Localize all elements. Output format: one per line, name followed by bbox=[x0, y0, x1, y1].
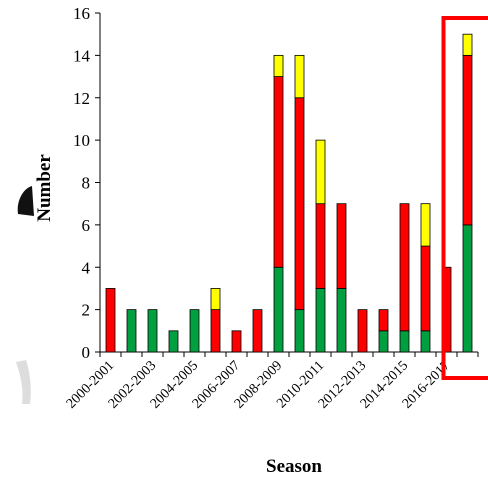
bar-segment bbox=[294, 309, 305, 353]
bar-segment bbox=[231, 330, 242, 353]
bar-segment bbox=[336, 288, 347, 353]
bar-segment bbox=[168, 330, 179, 353]
bar-segment bbox=[273, 266, 284, 353]
bar-segment bbox=[126, 309, 137, 353]
x-axis-title: Season bbox=[266, 456, 322, 477]
bar-segment bbox=[189, 309, 200, 353]
bar-segment bbox=[399, 330, 410, 353]
bar-segment bbox=[147, 309, 158, 353]
bar-segment bbox=[315, 139, 326, 205]
y-axis-title: Number bbox=[34, 154, 55, 222]
bar-segment bbox=[294, 54, 305, 99]
bar-segment bbox=[105, 288, 116, 353]
y-tick-label: 6 bbox=[82, 216, 91, 235]
bar-segment bbox=[294, 97, 305, 311]
bar-segment bbox=[252, 309, 263, 353]
y-tick-label: 12 bbox=[73, 89, 90, 108]
bar-segment bbox=[462, 33, 473, 56]
decorative-blob bbox=[16, 186, 34, 404]
y-tick-label: 4 bbox=[82, 258, 91, 277]
bar-segment bbox=[336, 203, 347, 289]
bar-segment bbox=[273, 54, 284, 77]
bar-segment bbox=[378, 330, 389, 353]
y-tick-label: 16 bbox=[73, 4, 90, 23]
bar-segment bbox=[210, 309, 221, 353]
bar-segment bbox=[210, 288, 221, 311]
bar-segment bbox=[399, 203, 410, 332]
y-tick-label: 14 bbox=[73, 46, 91, 65]
y-tick-label: 0 bbox=[82, 343, 91, 362]
highlight-box bbox=[441, 16, 488, 380]
bar-segment bbox=[315, 203, 326, 289]
chart-bars bbox=[105, 33, 473, 353]
bar-segment bbox=[462, 224, 473, 353]
bar-segment bbox=[420, 203, 431, 247]
y-tick-label: 2 bbox=[82, 301, 91, 320]
bar-segment bbox=[357, 309, 368, 353]
bar-segment bbox=[315, 288, 326, 353]
y-tick-label: 8 bbox=[82, 174, 91, 193]
bar-segment bbox=[420, 245, 431, 332]
bar-segment bbox=[420, 330, 431, 353]
bar-segment bbox=[378, 309, 389, 332]
bar-segment bbox=[273, 76, 284, 268]
y-tick-label: 10 bbox=[73, 131, 90, 150]
bar-segment bbox=[462, 54, 473, 226]
chart-axes bbox=[95, 12, 479, 357]
